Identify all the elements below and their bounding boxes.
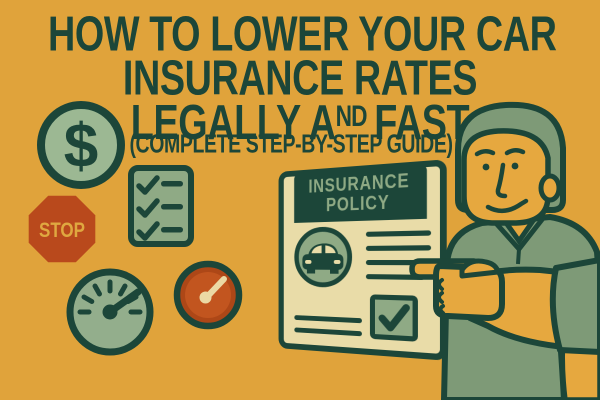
insurance-policy-document: INSURANCE POLICY [278, 159, 447, 361]
subtitle: (COMPLETE STEP-BY-STEP GUIDE) [129, 129, 453, 159]
man-eye-left [482, 163, 490, 171]
title-line-3: LEGALLY AND FAST [48, 97, 552, 154]
warning-gauge-icon [173, 260, 243, 330]
stop-sign-icon: STOP [28, 195, 96, 263]
title-line-2: INSURANCE RATES [122, 49, 478, 106]
checklist-icon [128, 165, 194, 247]
dollar-symbol: $ [64, 112, 98, 181]
man-eyebrow-right [504, 148, 526, 156]
speedometer-icon [66, 268, 154, 356]
thumb [459, 258, 501, 279]
title-line-3-small-nd: ND [335, 99, 368, 133]
man-eyebrow-left [474, 149, 496, 157]
man-nose [495, 162, 508, 199]
sleeve-cuff [549, 257, 600, 355]
man-mouth [485, 198, 529, 214]
title-line-3-start: LEGALLY A [130, 94, 336, 151]
man-ear [538, 173, 562, 203]
man-eye-right [511, 162, 519, 170]
car-badge-icon [294, 226, 353, 288]
dollar-coin-icon: $ [37, 101, 125, 189]
title-line-1: HOW TO LOWER YOUR CAR [48, 5, 557, 62]
collar-placket [516, 248, 521, 265]
knuckle-lines [437, 278, 445, 315]
title-line-3-end: FAST [374, 94, 470, 151]
stop-label: STOP [39, 219, 85, 242]
man-pointing-arm [409, 257, 600, 355]
fist [433, 263, 505, 321]
car-icon [302, 243, 344, 274]
